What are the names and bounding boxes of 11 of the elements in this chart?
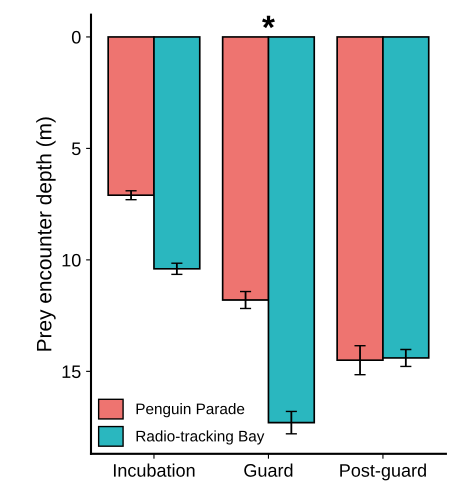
x-tick-label: Incubation <box>114 464 194 477</box>
y-tick-label: 10 <box>62 254 81 267</box>
y-tick-label: 0 <box>72 30 81 44</box>
y-tick-label: 5 <box>72 142 81 156</box>
y-tick-label: 15 <box>62 365 81 378</box>
y-axis-title: Prey encounter depth (m) <box>36 117 56 351</box>
annotation: * <box>262 16 275 28</box>
legend-label: Radio-tracking Bay <box>136 430 264 445</box>
x-tick-label: Post-guard <box>340 464 426 480</box>
legend-label: Penguin Parade <box>136 403 244 418</box>
x-tick-label: Guard <box>244 464 292 477</box>
